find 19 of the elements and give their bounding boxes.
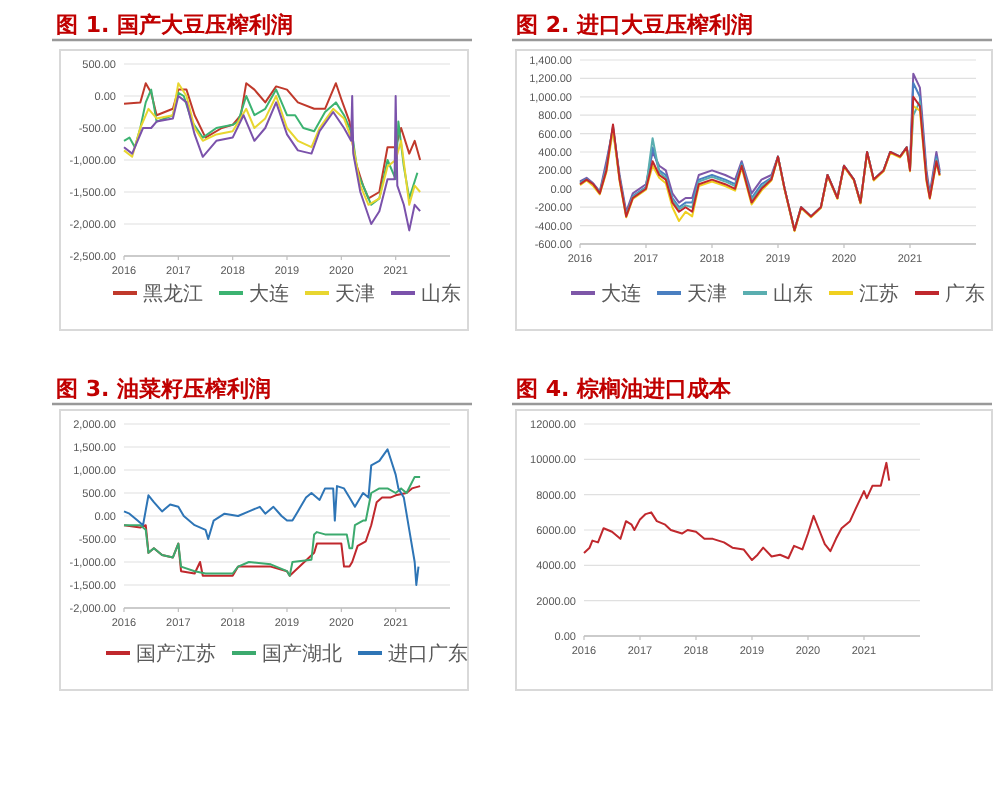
legend-label: 山东 — [421, 282, 461, 306]
chart-title: 图 4. 棕榈油进口成本 — [516, 376, 733, 402]
legend-label: 国产湖北 — [262, 642, 342, 666]
legend-label: 国产江苏 — [136, 642, 216, 666]
legend-label: 山东 — [773, 282, 813, 306]
legend-label: 大连 — [249, 282, 289, 306]
line-series — [123, 95, 422, 232]
line-series — [583, 461, 891, 562]
legend-label: 天津 — [335, 282, 375, 306]
legend-label: 江苏 — [859, 282, 899, 306]
legend-label: 黑龙江 — [143, 282, 203, 306]
line-series — [123, 448, 420, 586]
chart-title: 图 2. 进口大豆压榨利润 — [516, 12, 753, 38]
chart-title: 图 1. 国产大豆压榨利润 — [56, 12, 293, 38]
legend-label: 大连 — [601, 282, 641, 306]
chart-title: 图 3. 油菜籽压榨利润 — [56, 376, 271, 402]
legend-label: 广东 — [945, 282, 985, 306]
legend-label: 进口广东 — [388, 642, 468, 666]
legend-label: 天津 — [687, 282, 727, 306]
